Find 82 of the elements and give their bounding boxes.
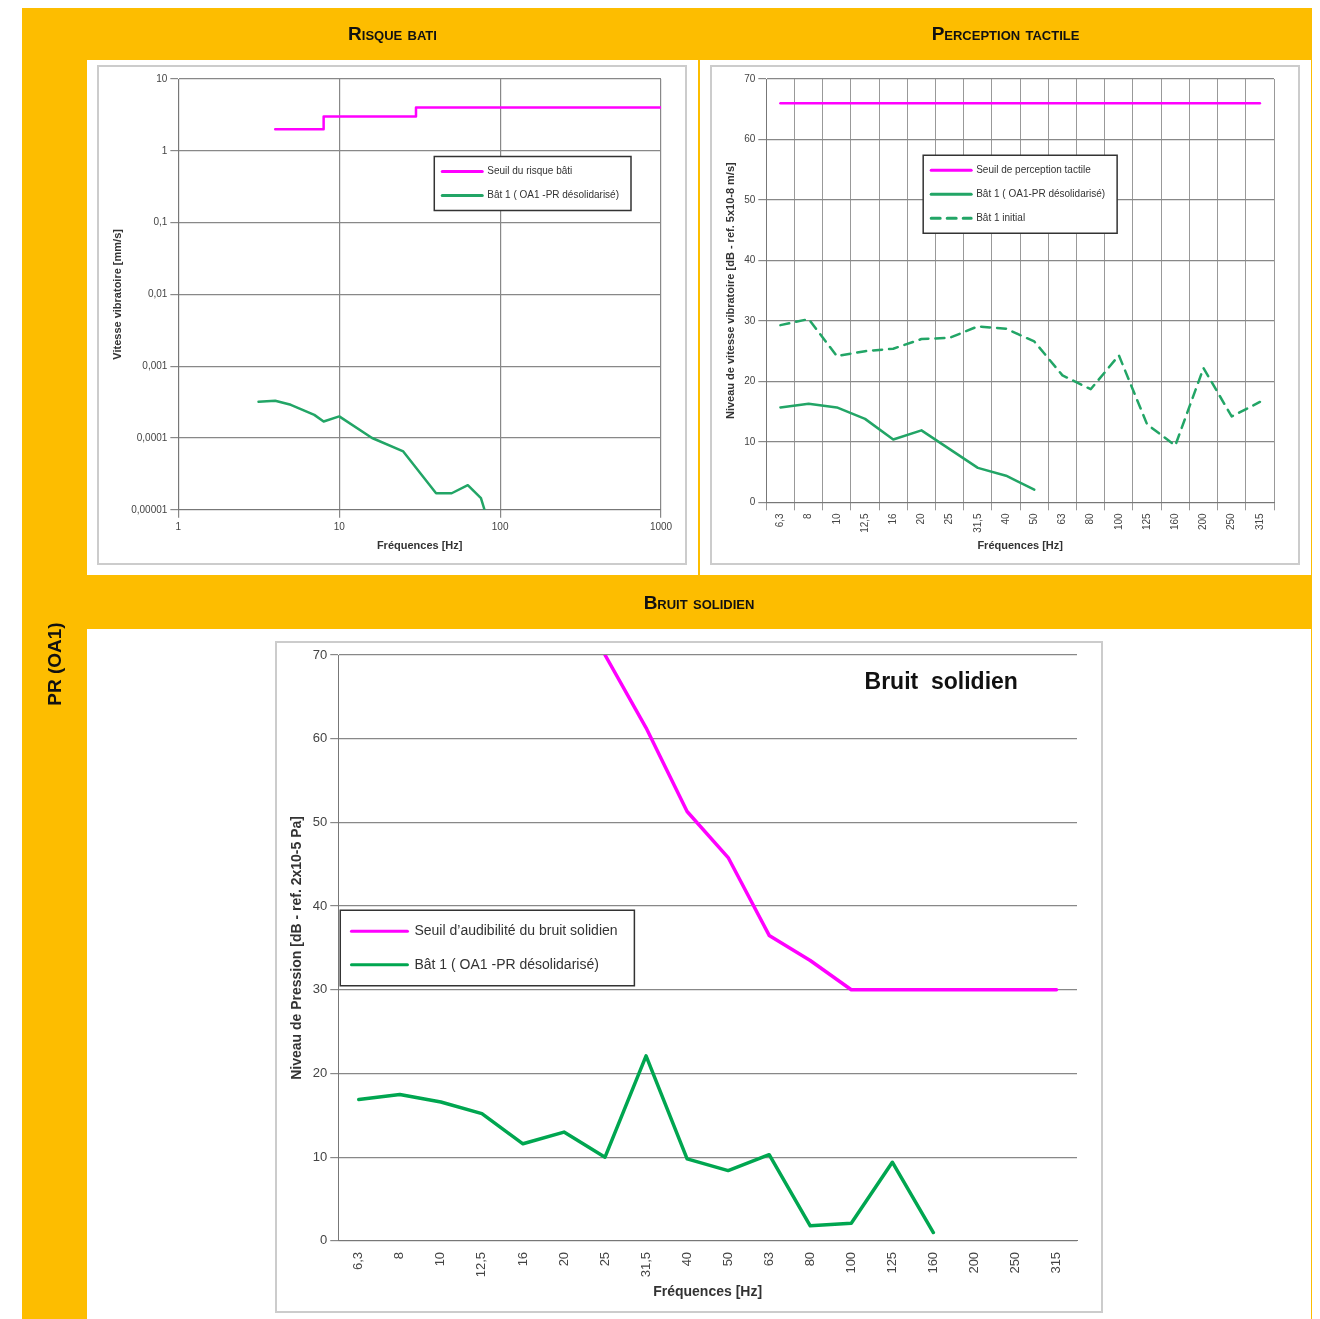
x-tick-label: 100	[491, 520, 509, 532]
x-tick-label: 31,5	[971, 512, 983, 533]
x-tick-label: 31,5	[637, 1251, 653, 1278]
y-axis-title: Niveau de Pression [dB - ref. 2x10-5 Pa]	[288, 816, 305, 1080]
y-axis-title: Niveau de vitesse vibratoire [dB - ref. 5x10-8 m/s]	[723, 161, 736, 420]
x-tick-label: 6,3	[350, 1251, 366, 1270]
y-tick-label: 30	[744, 314, 756, 326]
x-tick-label: 315	[1253, 512, 1265, 531]
x-tick-label: 16	[514, 1251, 530, 1267]
legend-label: Bât 1 ( OA1 -PR désolidarisé)	[487, 189, 619, 201]
chart-title: Perception tactile	[930, 22, 1081, 46]
y-tick-label: 0,001	[142, 359, 168, 371]
y-tick-label: 30	[312, 981, 328, 997]
x-tick-label: 200	[965, 1251, 981, 1274]
x-tick-label: 100	[842, 1251, 858, 1274]
y-tick-label: 0,00001	[131, 503, 168, 515]
y-tick-label: 60	[744, 133, 756, 145]
y-axis-title: Vitesse vibratoire [mm/s]	[110, 228, 123, 360]
x-axis-title: Fréquences [Hz]	[376, 539, 463, 552]
y-tick-label: 40	[744, 254, 756, 266]
x-tick-label: 25	[943, 512, 955, 525]
x-tick-label: 10	[333, 520, 346, 532]
y-tick-label: 20	[744, 375, 756, 387]
x-axis-title: Fréquences [Hz]	[977, 539, 1064, 552]
x-tick-label: 16	[886, 512, 898, 525]
x-tick-label: 50	[719, 1251, 735, 1267]
y-tick-label: 0	[749, 496, 756, 508]
x-tick-label: 80	[801, 1251, 817, 1267]
legend-label: Bât 1 initial	[976, 211, 1026, 223]
x-tick-label: 20	[915, 512, 927, 525]
text: Bruit solidien	[864, 667, 1018, 694]
legend-label: Bât 1 ( OA1 -PR désolidarisé)	[414, 955, 599, 972]
y-tick-label: 60	[312, 730, 328, 746]
y-tick-label: 0,0001	[136, 431, 168, 443]
line-series	[779, 317, 1262, 447]
x-tick-label: 315	[1048, 1251, 1064, 1274]
x-tick-label: 160	[924, 1251, 940, 1274]
x-tick-label: 250	[1007, 1251, 1023, 1274]
text: PR (OA1)	[43, 621, 66, 706]
x-tick-label: 1	[175, 520, 182, 532]
x-tick-label: 125	[1140, 512, 1152, 531]
x-tick-label: 6,3	[774, 512, 786, 528]
legend-label: Seuil du risque bâti	[487, 165, 573, 177]
y-tick-label: 10	[744, 435, 756, 447]
x-axis-title: Fréquences [Hz]	[653, 1283, 763, 1300]
x-tick-label: 8	[391, 1251, 407, 1260]
x-tick-label: 63	[760, 1251, 776, 1267]
y-tick-label: 10	[156, 72, 168, 84]
x-tick-label: 125	[883, 1251, 899, 1274]
legend-label: Bât 1 ( OA1-PR désolidarisé)	[976, 187, 1106, 199]
x-tick-label: 250	[1225, 512, 1237, 531]
legend-label: Seuil d’audibilité du bruit solidien	[414, 922, 618, 939]
x-tick-label: 160	[1169, 512, 1181, 531]
y-tick-label: 70	[312, 646, 328, 662]
y-tick-label: 0	[320, 1232, 328, 1248]
x-tick-label: 10	[432, 1251, 448, 1267]
y-tick-label: 1	[161, 144, 168, 156]
y-tick-label: 20	[312, 1065, 328, 1081]
x-tick-label: 1000	[649, 520, 673, 532]
y-tick-label: 50	[744, 193, 756, 205]
x-tick-label: 40	[678, 1251, 694, 1267]
y-tick-label: 0,01	[147, 288, 168, 300]
y-tick-label: 40	[312, 897, 328, 913]
x-tick-label: 20	[555, 1251, 571, 1267]
x-tick-label: 12,5	[858, 512, 870, 533]
y-tick-label: 0,1	[153, 216, 168, 228]
x-tick-label: 200	[1197, 512, 1209, 531]
x-tick-label: 63	[1056, 512, 1068, 525]
chart-title: Bruit solidien	[642, 591, 756, 615]
y-tick-label: 50	[312, 813, 328, 829]
legend-label: Seuil de perception tactile	[976, 163, 1092, 175]
x-tick-label: 50	[1028, 512, 1040, 525]
x-tick-label: 25	[596, 1251, 612, 1267]
x-tick-label: 40	[999, 512, 1011, 525]
chart-title: Risque bati	[347, 22, 438, 46]
y-tick-label: 70	[744, 72, 756, 84]
x-tick-label: 100	[1112, 512, 1124, 531]
x-tick-label: 10	[830, 512, 842, 525]
y-tick-label: 10	[312, 1148, 328, 1164]
x-tick-label: 12,5	[473, 1251, 489, 1278]
x-tick-label: 80	[1084, 512, 1096, 525]
x-tick-label: 8	[802, 512, 814, 519]
